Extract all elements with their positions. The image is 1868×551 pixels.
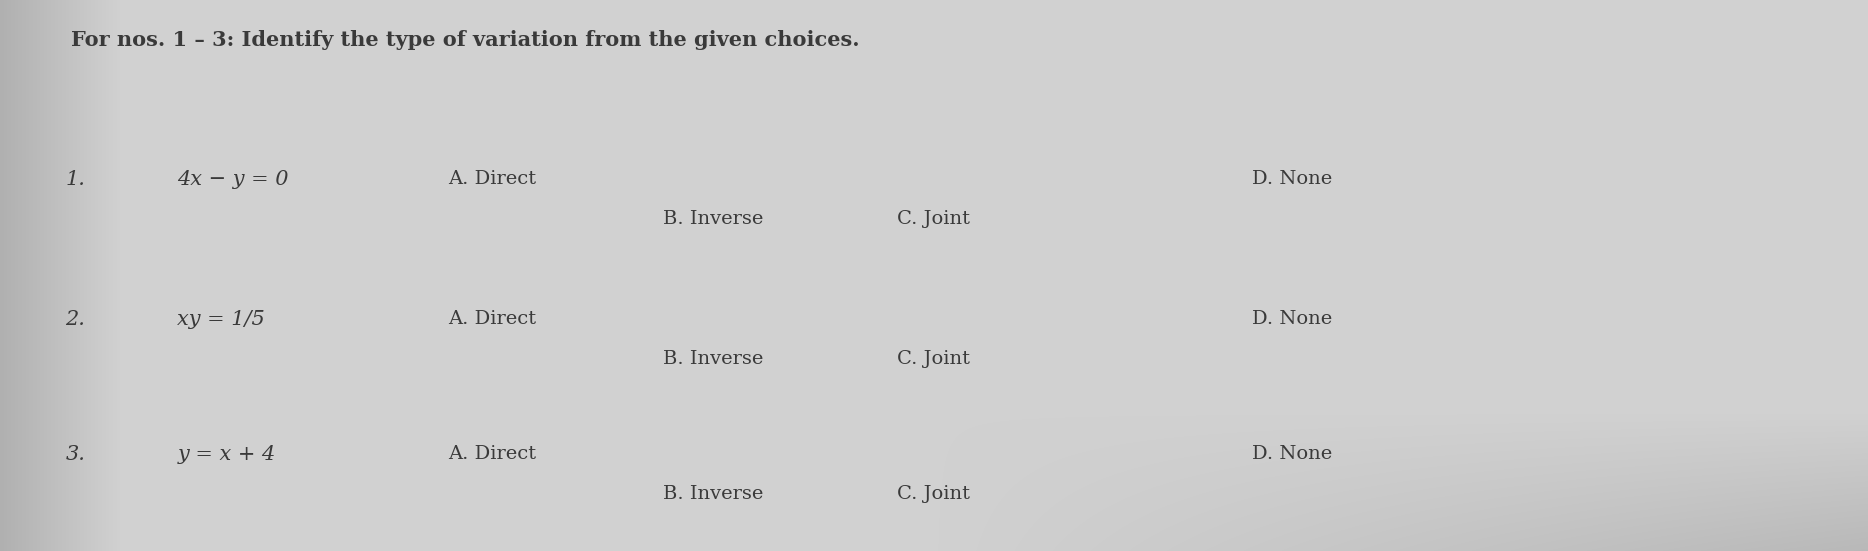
Text: 1.: 1. — [65, 170, 86, 189]
Text: For nos. 1 – 3: Identify the type of variation from the given choices.: For nos. 1 – 3: Identify the type of var… — [71, 30, 859, 50]
Text: A. Direct: A. Direct — [448, 170, 536, 188]
Text: A. Direct: A. Direct — [448, 310, 536, 328]
Text: D. None: D. None — [1252, 170, 1332, 188]
Text: B. Inverse: B. Inverse — [663, 350, 764, 368]
Text: B. Inverse: B. Inverse — [663, 210, 764, 228]
Text: B. Inverse: B. Inverse — [663, 485, 764, 503]
Text: 2.: 2. — [65, 310, 86, 329]
Text: 3.: 3. — [65, 445, 86, 464]
Text: C. Joint: C. Joint — [897, 485, 969, 503]
Text: C. Joint: C. Joint — [897, 210, 969, 228]
Text: C. Joint: C. Joint — [897, 350, 969, 368]
Text: xy = 1/5: xy = 1/5 — [177, 310, 265, 329]
Text: D. None: D. None — [1252, 445, 1332, 463]
Text: D. None: D. None — [1252, 310, 1332, 328]
Text: A. Direct: A. Direct — [448, 445, 536, 463]
Text: y = x + 4: y = x + 4 — [177, 445, 276, 464]
Text: 4x − y = 0: 4x − y = 0 — [177, 170, 290, 189]
